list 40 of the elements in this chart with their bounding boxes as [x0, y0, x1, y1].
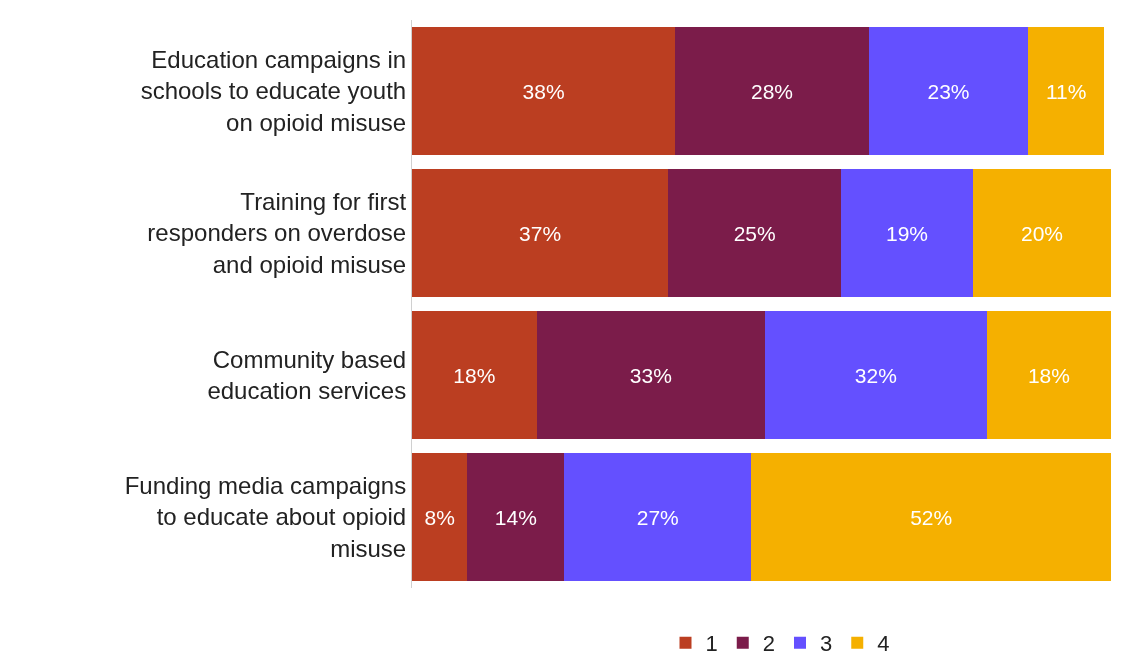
data-label: 32% [854, 363, 897, 387]
y-tick-label: Training for first responders on overdose and opioid misuse [147, 188, 407, 278]
bar [675, 27, 869, 155]
bar [841, 169, 973, 297]
bar [536, 311, 766, 439]
data-label: 27% [636, 505, 679, 529]
data-label: 33% [629, 363, 672, 387]
y-tick-label: Community based education services [207, 345, 407, 404]
data-label: 25% [733, 221, 776, 245]
bar [668, 169, 842, 297]
bar [467, 453, 565, 581]
data-label: 52% [910, 505, 953, 529]
y-tick-label: Education campaigns in schools to educate youth on opioid misuse [140, 46, 407, 136]
bar [564, 453, 752, 581]
data-label: 37% [519, 221, 562, 245]
y-tick-label: Funding media campaigns to educate about opioid misuse [124, 472, 407, 562]
bar [751, 453, 1112, 581]
data-label: 18% [1027, 363, 1070, 387]
data-label: 18% [453, 363, 496, 387]
bar [412, 169, 669, 297]
legend-label: 4 [877, 631, 890, 657]
data-label: 14% [494, 505, 537, 529]
data-label: 11% [1045, 79, 1087, 103]
bar [412, 311, 537, 439]
legend-label: 1 [705, 631, 718, 657]
bar [986, 311, 1112, 439]
data-label: 19% [885, 221, 928, 245]
bar [765, 311, 987, 439]
bar [868, 27, 1029, 155]
bar [412, 453, 468, 581]
data-label: 23% [927, 79, 970, 103]
bar [1028, 27, 1105, 155]
legend-label: 3 [820, 631, 833, 657]
bar [972, 169, 1112, 297]
bar [412, 27, 676, 155]
data-label: 28% [750, 79, 793, 103]
data-label: 8% [424, 505, 455, 529]
data-label: 38% [522, 79, 565, 103]
legend-label: 2 [762, 631, 775, 657]
data-label: 20% [1020, 221, 1063, 245]
